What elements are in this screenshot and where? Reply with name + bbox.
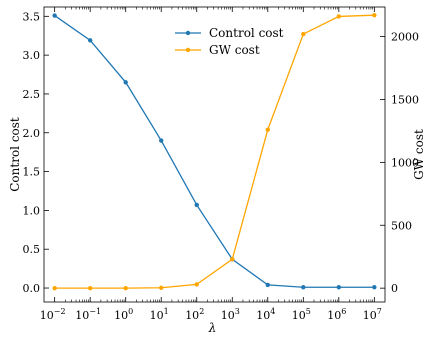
data-point-control-cost xyxy=(194,202,199,208)
data-point-control-cost xyxy=(265,282,270,288)
x-tick-label: 10−2 xyxy=(40,307,66,322)
y-right-tick-label: 1500 xyxy=(391,93,419,106)
y-left-tick-label: 1.0 xyxy=(23,204,41,217)
y-left-tick-label: 0.0 xyxy=(23,282,41,295)
x-tick-label: 103 xyxy=(221,307,240,322)
x-tick-label: 100 xyxy=(114,307,133,322)
plot-frame xyxy=(43,6,386,303)
data-point-gw-cost xyxy=(265,127,270,132)
y-left-tick-label: 2.0 xyxy=(23,127,41,140)
data-point-control-cost xyxy=(52,13,57,18)
y-left-tick-label: 3.5 xyxy=(23,10,41,23)
data-point-control-cost xyxy=(159,138,164,143)
y-right-axis-title: GW cost xyxy=(412,129,426,180)
data-point-gw-cost xyxy=(123,285,128,291)
legend: Control cost GW cost xyxy=(175,26,284,57)
x-tick-label: 102 xyxy=(185,307,204,322)
legend-marker-gw-cost xyxy=(185,47,191,53)
data-point-control-cost xyxy=(336,285,342,290)
x-tick-label: 10−1 xyxy=(75,307,101,322)
data-point-control-cost xyxy=(372,285,377,290)
data-point-gw-cost xyxy=(372,12,377,18)
data-point-gw-cost xyxy=(87,285,93,291)
x-tick-label: 105 xyxy=(292,307,311,322)
data-point-control-cost xyxy=(301,285,306,290)
x-tick-label: 106 xyxy=(327,307,346,322)
x-axis-title: λ xyxy=(208,321,217,335)
series-line-control-cost xyxy=(54,15,375,288)
axis-layer: 10−2 10−1 100 101 102 103 104 105 106 107 0.0 0.5 1.… xyxy=(8,6,426,335)
data-point-gw-cost xyxy=(159,285,164,290)
y-right-tick-label: 1000 xyxy=(391,156,419,169)
y-right-tick-label: 500 xyxy=(391,219,412,232)
legend-label-gw-cost: GW cost xyxy=(209,43,260,57)
data-point-gw-cost xyxy=(230,257,235,262)
data-point-gw-cost xyxy=(336,14,342,19)
y-right-tick-label: 2000 xyxy=(391,31,419,44)
y-left-tick-label: 2.5 xyxy=(23,88,41,101)
x-tick-label: 101 xyxy=(150,307,169,322)
data-point-gw-cost xyxy=(301,31,306,37)
series-line-gw-cost xyxy=(54,14,375,289)
y-right-tick-label: 0 xyxy=(391,282,398,295)
y-left-axis-title: Control cost xyxy=(8,117,22,192)
legend-marker-control-cost xyxy=(185,30,191,36)
data-point-control-cost xyxy=(123,80,128,85)
plot-layer xyxy=(52,12,377,291)
x-tick-label: 107 xyxy=(363,307,382,322)
data-point-gw-cost xyxy=(194,282,199,287)
y-left-tick-label: 0.5 xyxy=(23,243,41,256)
y-left-tick-label: 1.5 xyxy=(23,166,41,179)
y-left-tick-label: 3.0 xyxy=(23,49,41,62)
x-tick-label: 104 xyxy=(256,307,275,322)
legend-label-control-cost: Control cost xyxy=(209,26,284,40)
data-point-control-cost xyxy=(87,38,93,43)
data-point-gw-cost xyxy=(52,285,57,291)
